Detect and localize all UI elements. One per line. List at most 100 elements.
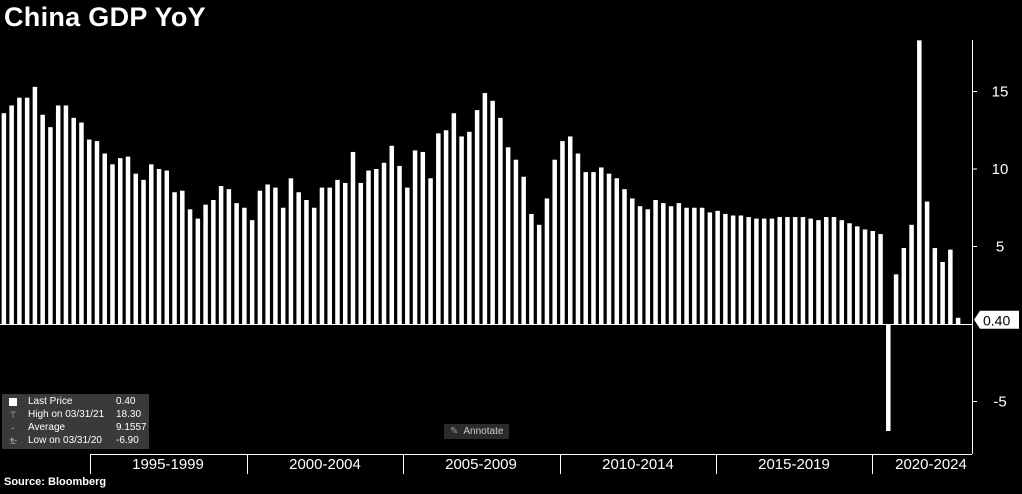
bars-group bbox=[1, 40, 961, 431]
bar bbox=[823, 217, 829, 324]
chart-title: China GDP YoY bbox=[4, 2, 206, 32]
bar bbox=[342, 182, 348, 324]
bar bbox=[552, 159, 557, 324]
legend-value: 18.30 bbox=[116, 409, 142, 420]
bar bbox=[684, 207, 689, 324]
bar bbox=[381, 162, 387, 324]
bar bbox=[754, 218, 759, 324]
bar bbox=[699, 207, 705, 324]
bar bbox=[474, 110, 480, 324]
bar bbox=[738, 215, 744, 324]
bar bbox=[730, 215, 736, 324]
bar bbox=[1, 113, 7, 324]
bar bbox=[676, 203, 682, 324]
bar bbox=[490, 100, 495, 324]
legend-panel[interactable]: Last Price 0.40 ⊤ High on 03/31/21 18.30… bbox=[2, 394, 149, 449]
bar bbox=[761, 218, 767, 324]
bar bbox=[661, 203, 666, 324]
bar bbox=[211, 200, 216, 324]
legend-label: Last Price bbox=[28, 396, 73, 407]
last-value-marker: 0.40 bbox=[974, 310, 1019, 329]
bar bbox=[746, 217, 751, 324]
bar bbox=[172, 192, 177, 324]
bar bbox=[707, 212, 713, 324]
bar bbox=[110, 164, 115, 324]
source-note: Source: Bloomberg bbox=[4, 476, 107, 488]
bar bbox=[870, 231, 876, 324]
bar bbox=[606, 173, 612, 324]
bar bbox=[567, 136, 573, 324]
bar bbox=[855, 226, 860, 324]
bar bbox=[521, 176, 526, 324]
bar bbox=[226, 189, 232, 324]
legend-value: 0.40 bbox=[116, 396, 136, 407]
bar bbox=[141, 179, 146, 324]
x-axis-ticks: 1995-1999 2000-2004 2005-2009 2010-2014 2015… bbox=[90, 454, 967, 474]
bar bbox=[909, 224, 914, 324]
bar bbox=[164, 170, 170, 324]
bar bbox=[723, 213, 728, 324]
average-marker-icon: -+- bbox=[8, 423, 18, 445]
bar bbox=[397, 165, 402, 324]
bar bbox=[932, 248, 938, 324]
bar bbox=[9, 105, 14, 324]
bar bbox=[668, 206, 674, 324]
bar bbox=[249, 220, 255, 324]
pencil-icon: ✎ bbox=[450, 426, 459, 437]
legend-value: -6.90 bbox=[116, 435, 139, 446]
y-tick-label: -5 bbox=[993, 394, 1006, 411]
bar bbox=[630, 198, 635, 324]
bar bbox=[86, 139, 92, 324]
bar bbox=[901, 248, 907, 324]
last-value-text: 0.40 bbox=[983, 312, 1010, 328]
bar bbox=[17, 97, 22, 324]
high-marker-icon: ⊤ bbox=[9, 410, 17, 420]
bar bbox=[769, 218, 775, 324]
bar bbox=[195, 218, 201, 324]
bar bbox=[304, 200, 309, 324]
bar bbox=[412, 150, 418, 324]
bar bbox=[187, 209, 193, 324]
bar bbox=[156, 169, 162, 324]
bar bbox=[63, 105, 69, 324]
bar bbox=[692, 207, 697, 324]
bar bbox=[505, 147, 511, 324]
bar bbox=[777, 217, 782, 324]
legend-label: Average bbox=[28, 422, 66, 433]
bar bbox=[560, 141, 565, 324]
y-tick-label: 15 bbox=[992, 84, 1009, 101]
bar bbox=[583, 172, 588, 324]
bar bbox=[335, 179, 340, 324]
bar bbox=[955, 317, 961, 324]
bar bbox=[288, 178, 294, 324]
bar bbox=[358, 182, 363, 324]
bar bbox=[149, 164, 154, 324]
annotate-label: Annotate bbox=[463, 426, 504, 437]
bar bbox=[878, 234, 883, 324]
bar bbox=[48, 127, 53, 325]
x-tick-label: 2005-2009 bbox=[445, 456, 517, 473]
low-marker-icon: ⊥ bbox=[9, 436, 17, 446]
bar bbox=[265, 184, 270, 324]
legend-value: 9.1557 bbox=[116, 422, 147, 433]
last-value-tag bbox=[974, 310, 1019, 329]
y-axis-ticks: 15 10 5 -5 bbox=[972, 84, 1008, 411]
annotate-button[interactable]: ✎ Annotate bbox=[444, 424, 510, 439]
bar bbox=[311, 207, 317, 324]
bar bbox=[482, 93, 488, 324]
bar bbox=[467, 131, 472, 324]
bar bbox=[715, 210, 720, 324]
bar bbox=[862, 229, 868, 324]
x-tick-label: 2015-2019 bbox=[758, 456, 830, 473]
y-tick-label: 5 bbox=[996, 239, 1004, 256]
bar bbox=[839, 220, 844, 324]
bar bbox=[940, 262, 945, 324]
y-tick-label: 10 bbox=[992, 161, 1009, 178]
legend-label: High on 03/31/21 bbox=[28, 409, 105, 420]
bar bbox=[55, 105, 61, 324]
legend-row-last-price: Last Price 0.40 bbox=[8, 396, 145, 408]
bar bbox=[428, 178, 433, 324]
x-tick-label: 2020-2024 bbox=[895, 456, 967, 473]
bar bbox=[645, 209, 651, 324]
bar bbox=[71, 117, 76, 324]
